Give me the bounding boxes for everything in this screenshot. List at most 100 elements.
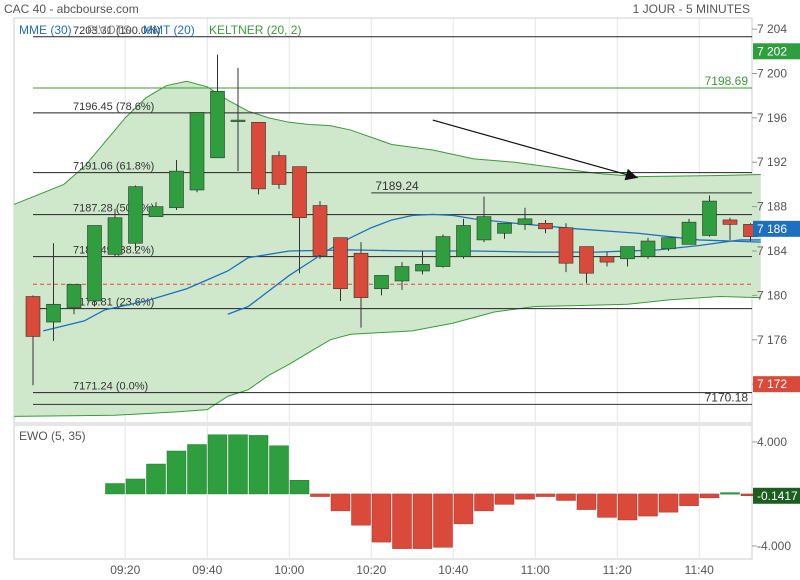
ewo-bar-positive (125, 478, 146, 495)
ewo-bar-negative (330, 493, 351, 512)
candle-down (599, 256, 615, 263)
ewo-bar-positive (207, 434, 228, 495)
candle-down (333, 237, 348, 290)
x-tick-label: 11:20 (603, 563, 632, 577)
fib-label: 7191.06 (61.8%) (73, 161, 154, 173)
candle-up (87, 225, 102, 302)
candle-down (558, 227, 574, 264)
keltner-upper-line (13, 80, 761, 205)
y-tick-label: 7 196 (757, 111, 787, 125)
ewo-bar-negative (474, 493, 494, 512)
y-tick-label: 7 188 (757, 200, 787, 214)
price-tag-label: 7 202 (757, 44, 787, 58)
trend-arrow (432, 119, 638, 181)
candle-up (497, 222, 512, 234)
candle-up (456, 225, 471, 257)
ewo-bars (105, 434, 761, 549)
ewo-bar-negative (597, 493, 617, 518)
ewo-bar-negative (310, 493, 330, 497)
ewo-bar-negative (412, 493, 433, 549)
fib-label: 7178.81 (23.6%) (73, 297, 154, 309)
pivot-label: 7198.69 (705, 74, 749, 88)
trend-arrow-head (624, 168, 638, 181)
ewo-bar-negative (556, 493, 576, 501)
ewo-bar-positive (289, 480, 310, 495)
candle-up (169, 170, 184, 209)
legend-pivots[interactable]: PIVOTS (87, 23, 131, 37)
candle-down (722, 219, 738, 225)
candle-up (476, 216, 492, 241)
ewo-bar-negative (371, 493, 392, 543)
ewo-bar-positive (720, 492, 740, 495)
candle-up (210, 90, 225, 159)
candle-up (46, 303, 61, 323)
ewo-y-tick-label: -4.000 (757, 539, 791, 553)
ewo-bar-negative (433, 493, 453, 548)
candle-up (681, 221, 697, 245)
candle-up (620, 246, 635, 260)
candle-up (640, 240, 656, 257)
candle-down (353, 252, 369, 298)
fib-label: 7196.45 (78.6%) (73, 101, 154, 113)
price-tag-label: 7 186 (757, 222, 787, 236)
ewo-bar-positive (105, 483, 125, 495)
pivot-label: 7170.18 (705, 390, 749, 404)
x-tick-label: 09:40 (192, 563, 222, 577)
x-tick-label: 10:20 (356, 563, 386, 577)
y-tick-label: 7 176 (757, 333, 787, 347)
candle-up (107, 217, 123, 255)
ewo-bar-negative (617, 493, 638, 521)
ewo-value-label: -0.1417 (757, 489, 798, 503)
candle-down (251, 122, 266, 190)
ewo-title[interactable]: EWO (5, 35) (19, 429, 86, 443)
ewo-bar-negative (658, 493, 679, 513)
x-tick-label: 10:40 (438, 563, 468, 577)
trend-arrow-line (432, 119, 638, 179)
candle-down (538, 222, 553, 230)
price-tag-low (753, 376, 800, 393)
pivot-label: 7189.24 (375, 179, 419, 193)
candle-up (702, 200, 717, 236)
ewo-bar-negative (576, 493, 597, 510)
ewo-bar-negative (453, 493, 474, 525)
legend-mme[interactable]: MME (30) (19, 23, 72, 37)
x-tick-label: 09:20 (110, 563, 140, 577)
candle-up (394, 266, 410, 282)
ewo-bar-negative (515, 493, 535, 500)
ewo-bar-positive (146, 463, 166, 495)
ewo-bar-positive (248, 435, 269, 495)
chart-title: CAC 40 - abcbourse.com (4, 2, 139, 16)
x-tick-label: 11:00 (521, 563, 550, 577)
chart-period: 1 JOUR - 5 MINUTES (633, 2, 750, 16)
legend-mmt[interactable]: MMT (20) (143, 23, 195, 37)
ewo-bar-negative (638, 493, 658, 517)
price-tags: 7 202 7 186 7 172 -0.1417 (753, 43, 800, 504)
candle-up (374, 275, 389, 290)
keltner-lower-line (13, 296, 761, 417)
ewo-bar-negative (535, 493, 556, 497)
ewo-bar-positive (187, 444, 207, 495)
price-tag-current (753, 220, 800, 237)
ewo-bar-positive (269, 445, 289, 495)
y-tick-label: 7 200 (757, 66, 787, 80)
candle-up (661, 237, 676, 250)
ewo-bar-positive (166, 450, 187, 495)
mme-30-line (227, 213, 761, 315)
candle-down (25, 296, 41, 337)
y-tick-label: 7 204 (757, 22, 787, 36)
ewo-bar-negative (392, 493, 412, 549)
candle-up (128, 186, 143, 244)
ewo-bar-negative (494, 493, 515, 505)
price-tag-label: 7 172 (757, 377, 787, 391)
x-tick-label: 11:40 (685, 563, 714, 577)
ewo-bar-negative (351, 493, 371, 526)
y-tick-label: 7 192 (757, 155, 787, 169)
ewo-bar-negative (699, 493, 720, 499)
legend-keltner[interactable]: KELTNER (20, 2) (209, 23, 301, 37)
candle-up (517, 218, 533, 225)
x-tick-label: 10:00 (274, 563, 304, 577)
ewo-bar-negative (679, 493, 699, 506)
candle-up (435, 236, 451, 267)
ewo-value-tag (753, 487, 800, 504)
